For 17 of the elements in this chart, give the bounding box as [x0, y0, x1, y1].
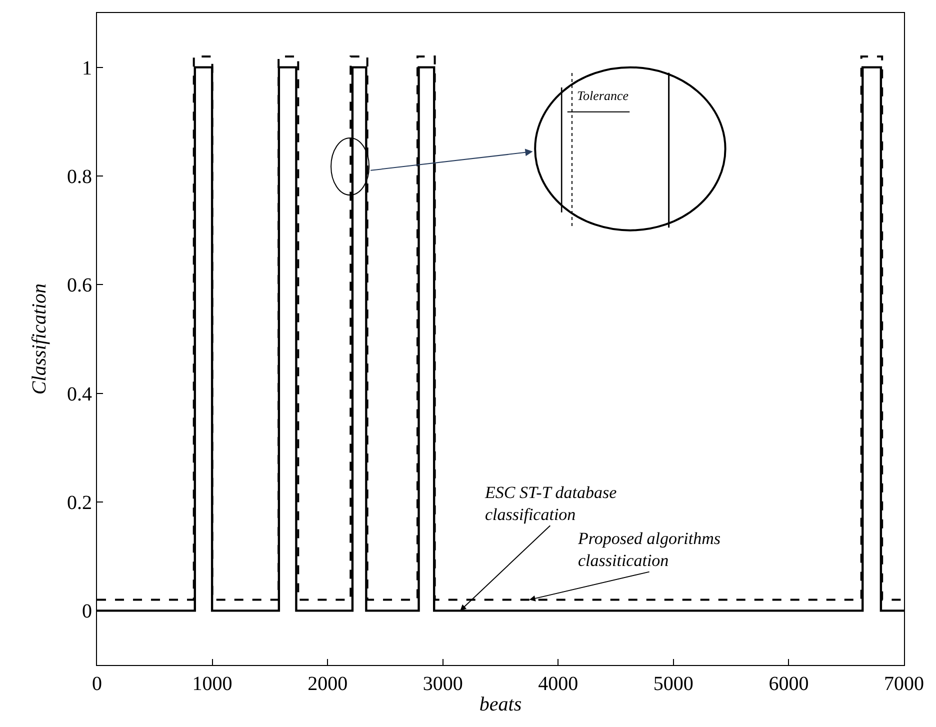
y-tick-label: 0.6: [67, 274, 92, 297]
x-tick-label: 6000: [768, 673, 809, 695]
x-tick-label: 1000: [192, 673, 232, 695]
y-tick-label: 0.4: [67, 383, 92, 406]
x-tick-label: 7000: [884, 673, 924, 695]
text: ESC ST-T database classification: [484, 483, 618, 524]
y-axis-title: Classification: [28, 283, 50, 395]
y-tick-label: 0.2: [67, 492, 92, 514]
x-tick-label: 5000: [653, 673, 694, 695]
x-axis-title: beats: [479, 694, 522, 716]
x-tick-label: 2000: [308, 673, 348, 695]
y-tick-label: 0.8: [67, 166, 92, 188]
y-tick-label: 1: [82, 57, 92, 80]
x-tick-label: 4000: [538, 673, 578, 695]
x-tick-label: 3000: [422, 673, 463, 695]
y-tick-label: 0: [82, 600, 92, 623]
series-label: Proposed algorithms classitication: [577, 529, 721, 570]
